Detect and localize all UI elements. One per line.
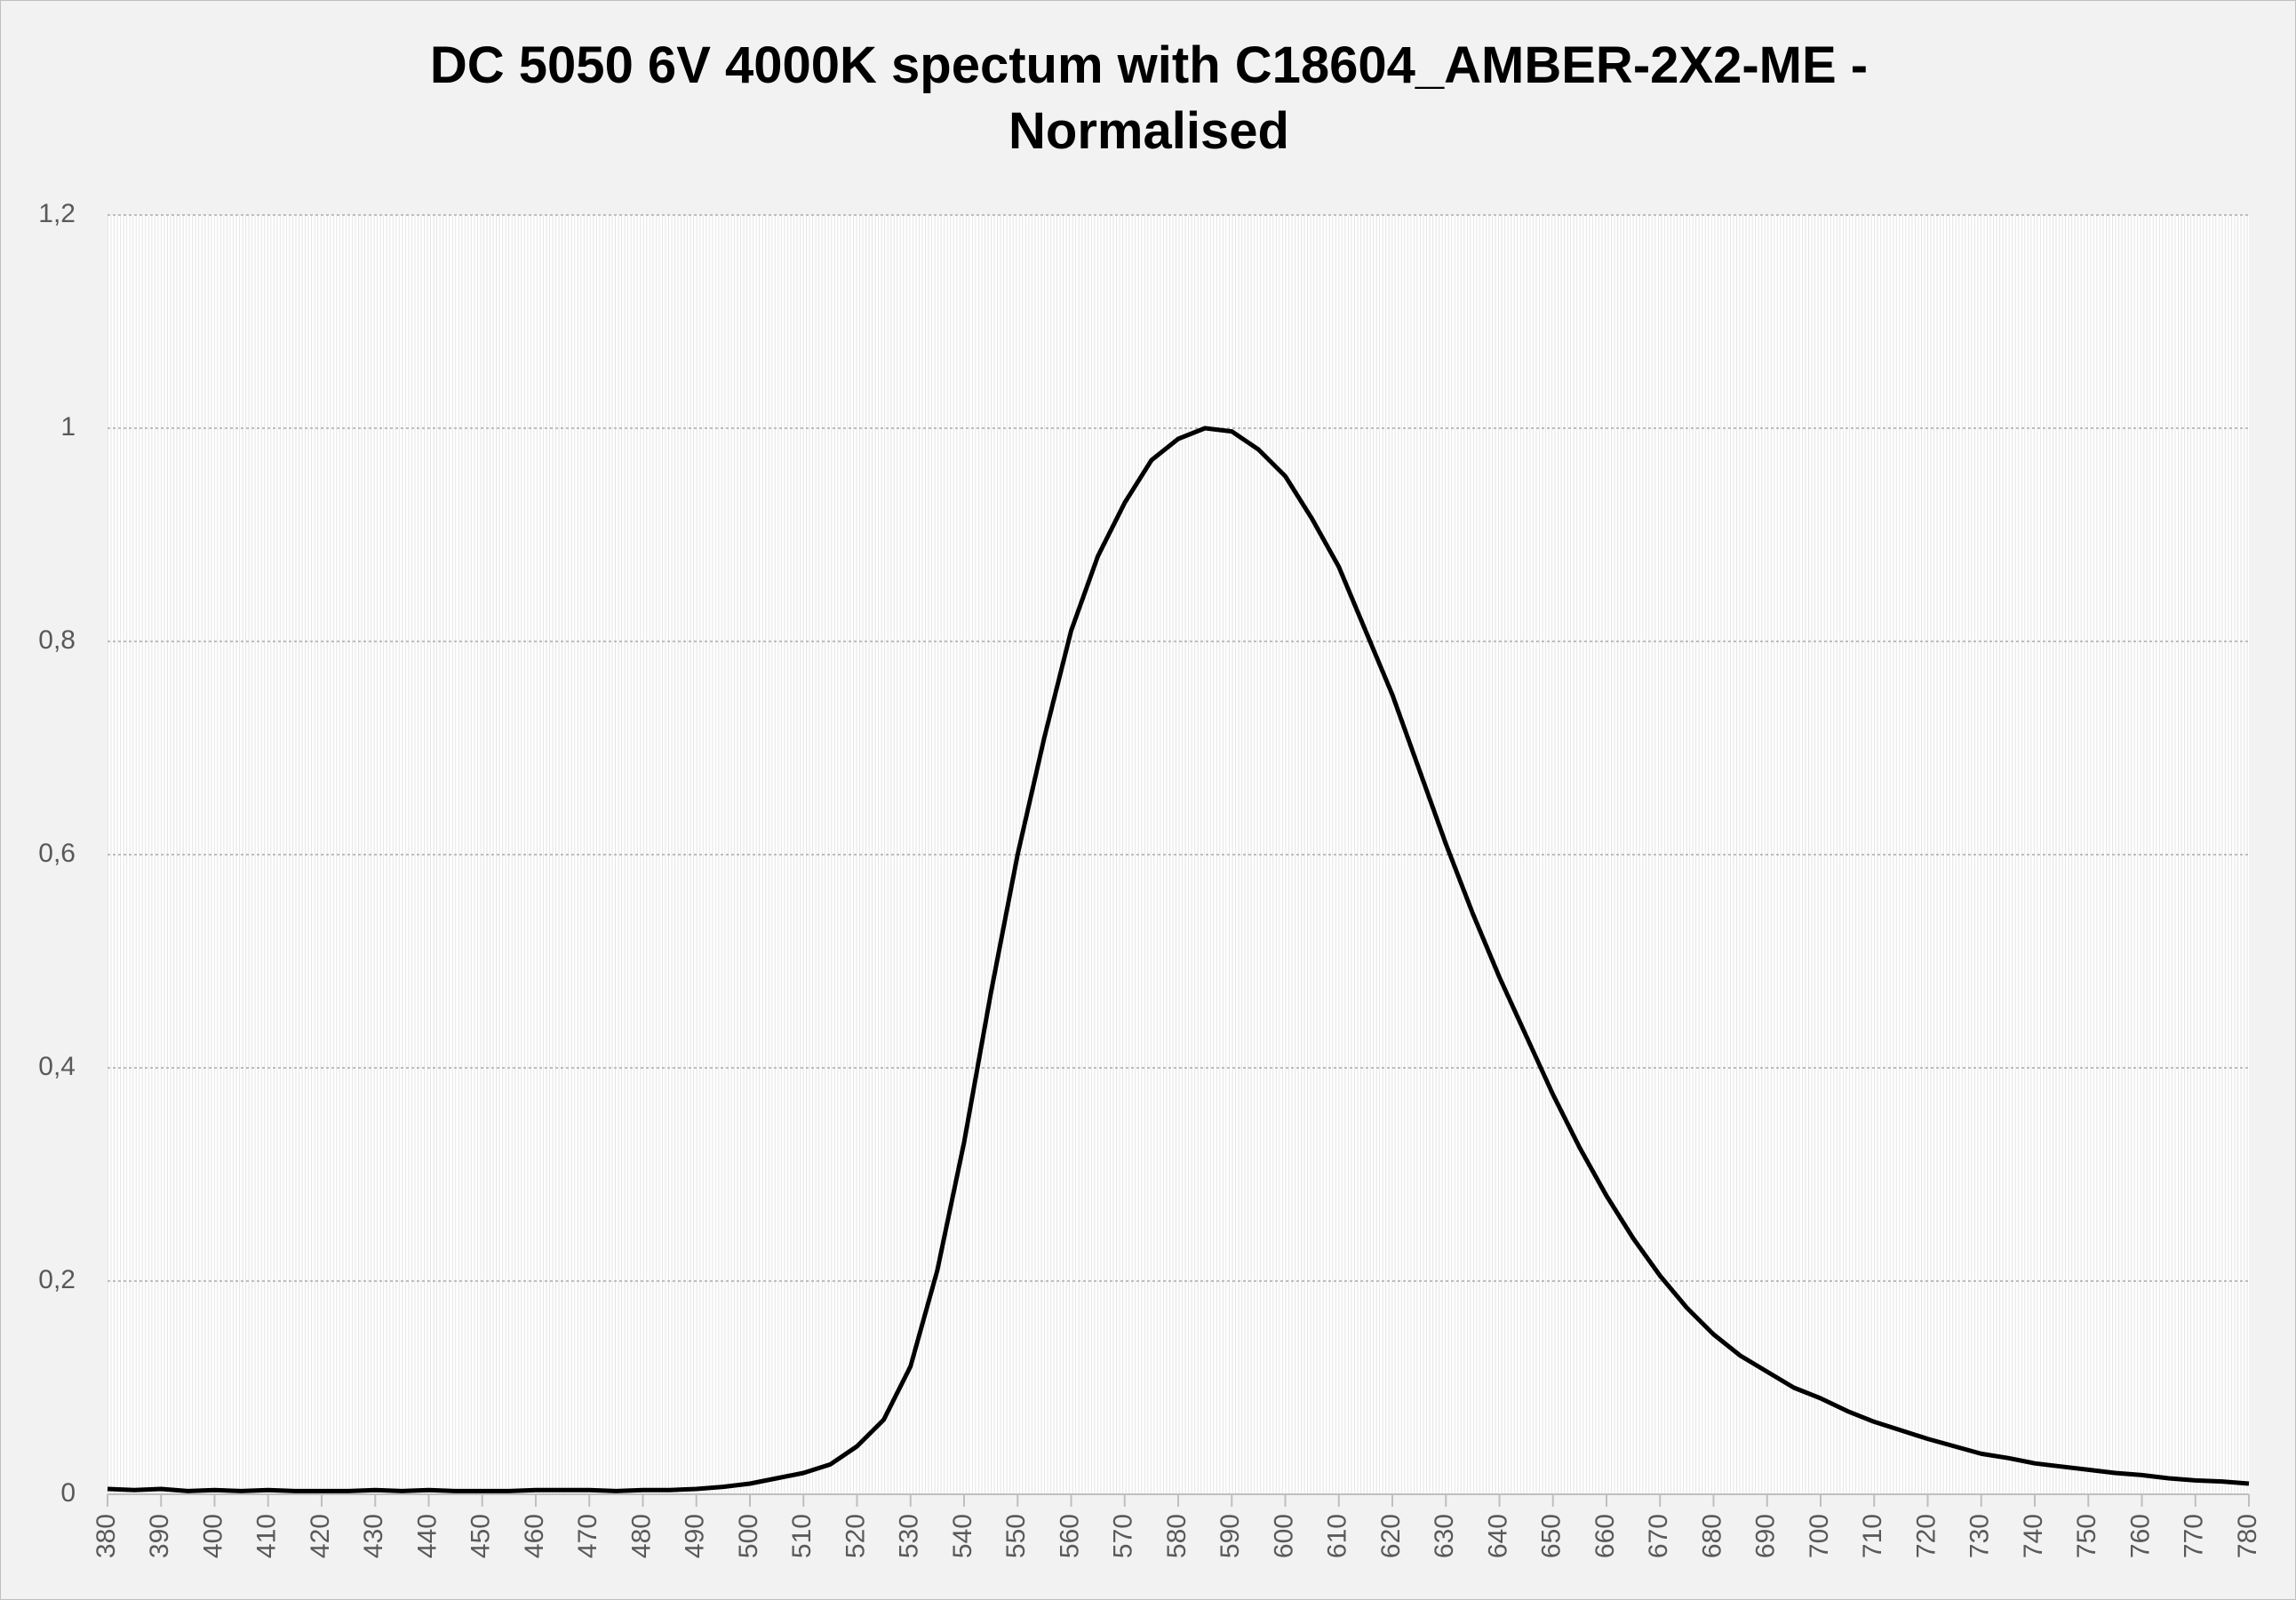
y-tick-label: 1 [60,412,76,442]
chart-title: DC 5050 6V 4000K spectum with C18604_AMB… [429,36,1869,160]
x-tick-label: 650 [1537,1514,1567,1558]
x-tick-label: 470 [573,1514,602,1558]
x-tick-label: 780 [2233,1514,2262,1558]
x-tick-label: 690 [1751,1514,1781,1558]
x-tick-label: 520 [841,1514,870,1558]
y-tick-label: 0 [60,1478,76,1508]
x-tick-label: 460 [520,1514,549,1558]
x-tick-label: 510 [787,1514,817,1558]
x-tick-label: 640 [1483,1514,1512,1558]
x-tick-label: 380 [92,1514,121,1558]
x-tick-label: 390 [145,1514,174,1558]
x-tick-label: 490 [681,1514,710,1558]
x-tick-label: 560 [1055,1514,1084,1558]
x-tick-label: 450 [466,1514,496,1558]
x-tick-label: 620 [1376,1514,1406,1558]
x-tick-label: 750 [2072,1514,2101,1558]
x-tick-label: 630 [1430,1514,1459,1558]
x-tick-label: 740 [2019,1514,2048,1558]
x-tick-label: 600 [1269,1514,1298,1558]
minor-grid [108,215,2249,1494]
x-tick-label: 610 [1323,1514,1352,1558]
x-tick-label: 540 [948,1514,977,1558]
x-tick-label: 480 [626,1514,656,1558]
x-tick-label: 410 [252,1514,282,1558]
x-tick-label: 580 [1162,1514,1192,1558]
y-tick-label: 1,2 [38,199,76,228]
x-tick-label: 430 [359,1514,388,1558]
x-tick-label: 530 [895,1514,924,1558]
y-tick-label: 0,8 [38,625,76,655]
x-tick-label: 680 [1697,1514,1726,1558]
x-tick-label: 770 [2180,1514,2209,1558]
x-tick-label: 590 [1216,1514,1245,1558]
x-tick-label: 720 [1911,1514,1941,1558]
y-tick-label: 0,6 [38,839,76,868]
x-tick-label: 550 [1001,1514,1031,1558]
y-tick-label: 0,4 [38,1052,76,1081]
x-tick-label: 670 [1644,1514,1673,1558]
x-tick-label: 660 [1590,1514,1620,1558]
x-tick-label: 440 [412,1514,442,1558]
x-tick-label: 570 [1109,1514,1138,1558]
data-line [107,426,2250,1493]
x-tick-label: 400 [198,1514,227,1558]
x-tick-label: 730 [1965,1514,1995,1558]
y-tick-label: 0,2 [38,1265,76,1294]
x-tick-label: 700 [1805,1514,1834,1558]
x-tick-label: 760 [2125,1514,2155,1558]
x-tick-label: 710 [1858,1514,1887,1558]
x-tick-label: 500 [734,1514,763,1558]
x-tick-label: 420 [306,1514,335,1558]
